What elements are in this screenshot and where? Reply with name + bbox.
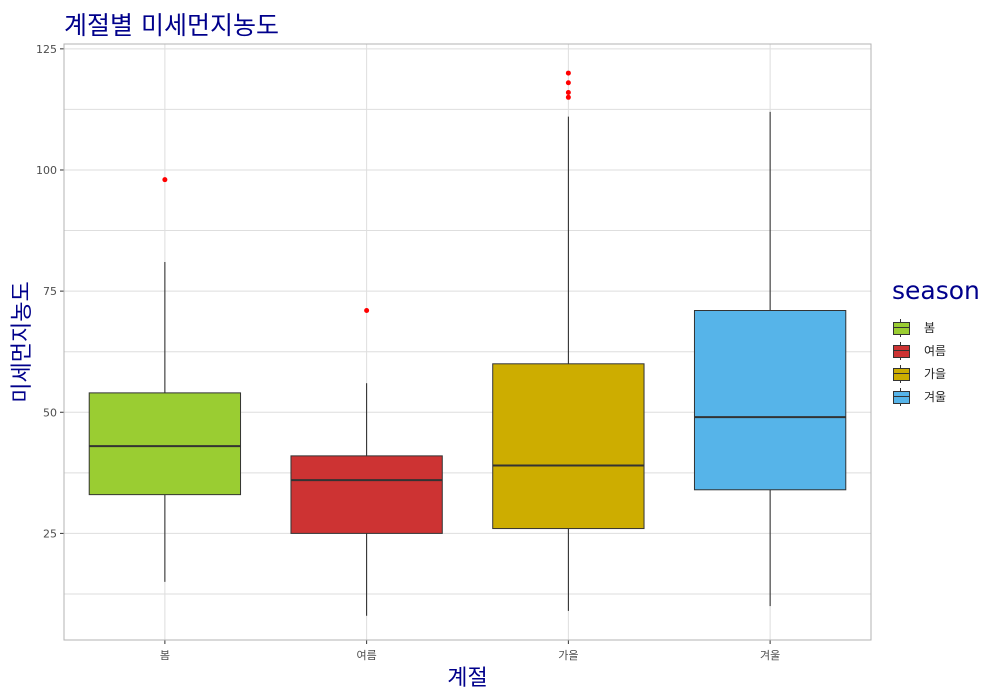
legend-label: 가을 [924,367,947,381]
legend-label: 겨울 [924,390,947,404]
x-tick-label: 여름 [357,649,377,662]
y-axis-ticks: 25 50 75 100 125 [36,43,64,540]
x-tick-label: 겨울 [760,649,780,662]
legend-item: 가을 [892,362,980,385]
y-tick-label: 50 [43,406,57,419]
legend-key [892,387,910,406]
box-rect [290,455,443,534]
outlier-point [565,89,571,95]
y-axis-label: 미세먼지농도 [10,281,35,403]
legend-title: season [892,276,980,305]
legend-key [892,341,910,360]
outlier-point [565,70,571,76]
x-axis-label: 계절 [447,666,488,691]
y-tick-label: 100 [36,164,57,177]
box-rect [88,392,242,496]
y-tick-label: 75 [43,285,57,298]
box-rect [693,310,847,491]
legend-label: 여름 [924,344,947,358]
outlier-point [565,94,571,100]
legend-label: 봄 [924,321,936,335]
box-4 [693,111,847,607]
y-tick-label: 125 [36,43,57,56]
boxes [88,70,847,616]
legend-key [892,364,910,383]
chart-title: 계절별 미세먼지농도 [64,11,279,40]
legend-item: 겨울 [892,385,980,408]
box-2 [290,308,443,616]
box-1 [88,177,242,582]
outlier-point [364,308,370,314]
plot-panel-border [63,43,872,641]
y-tick-label: 25 [43,527,57,540]
x-tick-label: 가을 [558,649,578,662]
x-tick-label: 봄 [160,649,170,662]
x-axis-ticks: 봄 여름 가을 겨울 [160,640,780,662]
legend-item: 봄 [892,316,980,339]
outlier-point [162,177,168,183]
box-rect [492,363,645,530]
legend-item: 여름 [892,339,980,362]
outlier-point [565,80,571,86]
box-3 [492,70,645,611]
legend-key [892,318,910,337]
